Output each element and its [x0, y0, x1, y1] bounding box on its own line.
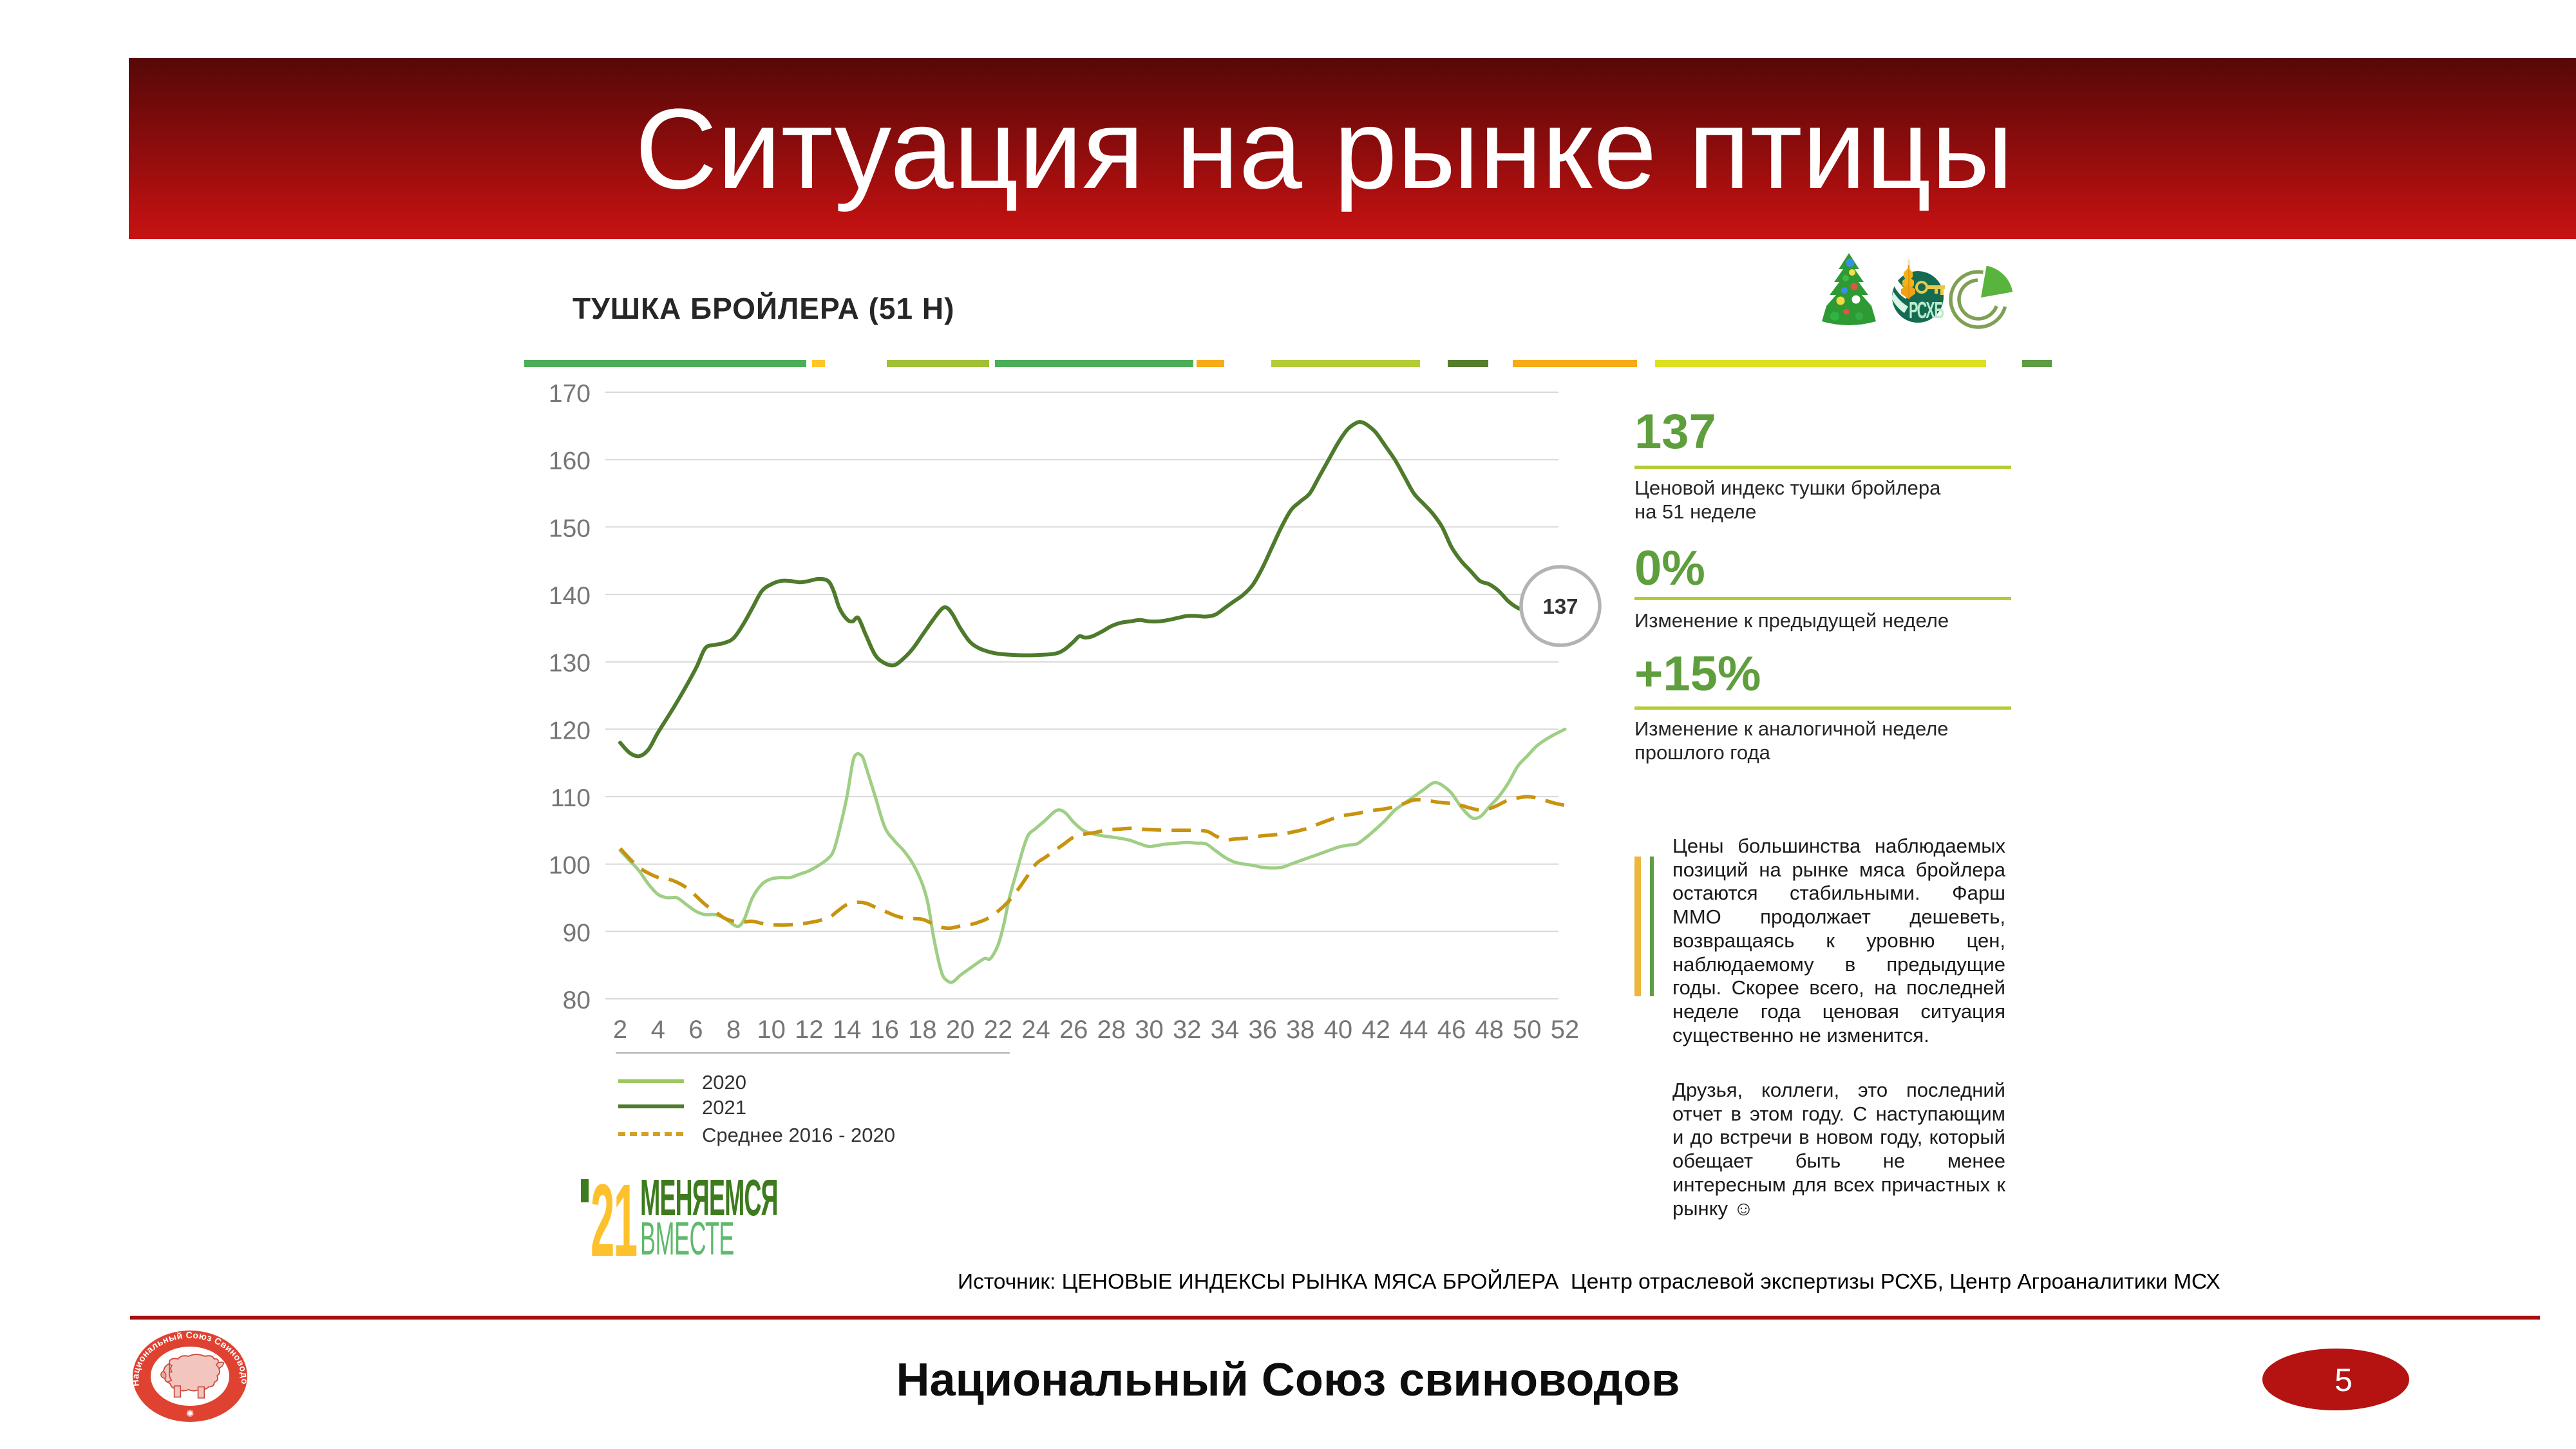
- svg-text:28: 28: [1097, 1016, 1126, 1044]
- svg-text:150: 150: [549, 515, 591, 542]
- svg-text:50: 50: [1513, 1016, 1542, 1044]
- svg-text:5: 5: [2334, 1362, 2353, 1398]
- svg-text:38: 38: [1286, 1016, 1315, 1044]
- svg-text:44: 44: [1399, 1016, 1428, 1044]
- svg-text:100: 100: [549, 852, 591, 880]
- svg-text:137: 137: [1542, 594, 1578, 618]
- svg-text:42: 42: [1361, 1016, 1390, 1044]
- svg-text:14: 14: [833, 1016, 862, 1044]
- svg-text:48: 48: [1475, 1016, 1504, 1044]
- svg-text:30: 30: [1135, 1016, 1164, 1044]
- svg-text:18: 18: [908, 1016, 937, 1044]
- svg-text:110: 110: [551, 784, 591, 812]
- svg-text:36: 36: [1248, 1016, 1277, 1044]
- svg-text:16: 16: [871, 1016, 900, 1044]
- svg-text:80: 80: [563, 987, 591, 1014]
- svg-text:40: 40: [1324, 1016, 1353, 1044]
- svg-text:24: 24: [1021, 1016, 1050, 1044]
- svg-text:170: 170: [549, 380, 591, 408]
- svg-text:140: 140: [549, 582, 591, 610]
- svg-text:32: 32: [1173, 1016, 1202, 1044]
- svg-text:46: 46: [1437, 1016, 1466, 1044]
- svg-text:✺: ✺: [186, 1408, 194, 1419]
- svg-text:6: 6: [688, 1016, 703, 1044]
- svg-text:4: 4: [651, 1016, 665, 1044]
- svg-text:2: 2: [613, 1016, 627, 1044]
- svg-text:34: 34: [1211, 1016, 1240, 1044]
- svg-text:52: 52: [1551, 1016, 1580, 1044]
- svg-text:20: 20: [946, 1016, 975, 1044]
- svg-text:120: 120: [549, 717, 591, 744]
- svg-text:2020: 2020: [702, 1071, 746, 1094]
- svg-text:22: 22: [984, 1016, 1013, 1044]
- svg-text:130: 130: [549, 650, 591, 677]
- svg-text:160: 160: [549, 448, 591, 475]
- svg-text:90: 90: [563, 919, 591, 947]
- svg-text:26: 26: [1059, 1016, 1088, 1044]
- svg-text:Среднее 2016 - 2020: Среднее 2016 - 2020: [702, 1124, 895, 1146]
- svg-text:12: 12: [795, 1016, 824, 1044]
- svg-text:РСХБ: РСХБ: [1909, 298, 1944, 323]
- svg-text:8: 8: [726, 1016, 741, 1044]
- svg-text:2021: 2021: [702, 1096, 746, 1119]
- svg-text:10: 10: [757, 1016, 786, 1044]
